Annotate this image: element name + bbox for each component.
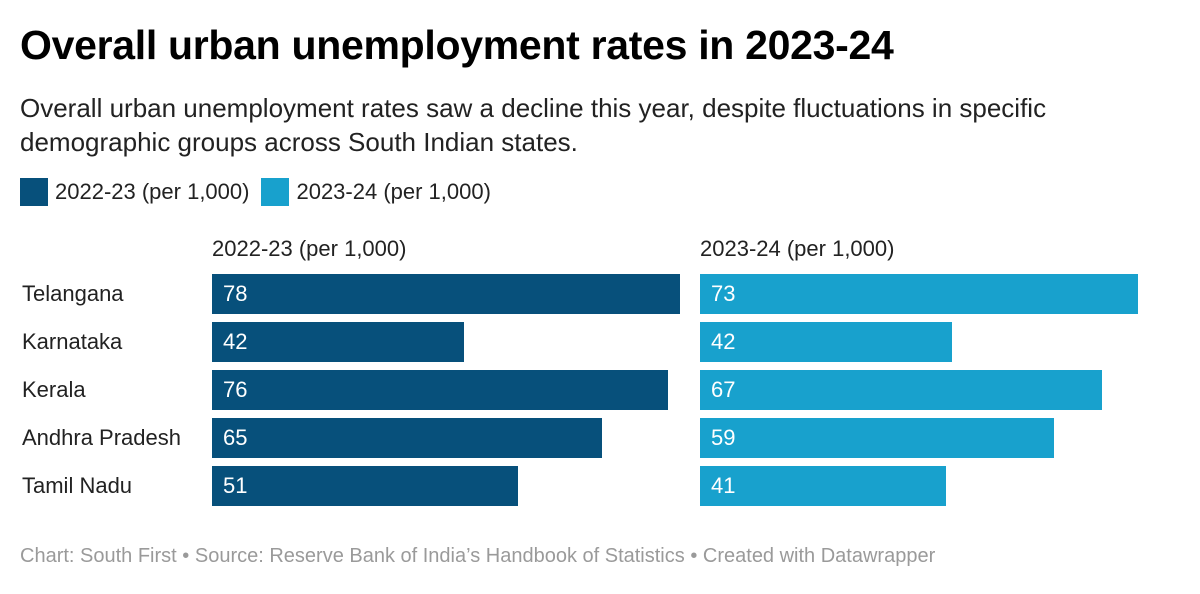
bar <box>700 274 1138 314</box>
bar-value-label: 42 <box>223 329 248 354</box>
bar <box>700 370 1102 410</box>
bar-value-label: 65 <box>223 425 248 450</box>
bar <box>212 418 602 458</box>
chart-subtitle: Overall urban unemployment rates saw a d… <box>20 93 1047 157</box>
bar-value-label: 67 <box>711 377 736 402</box>
bar <box>212 370 668 410</box>
category-label: Tamil Nadu <box>22 473 133 498</box>
bar-value-label: 78 <box>223 281 248 306</box>
category-label: Telangana <box>22 281 124 306</box>
legend: 2022-23 (per 1,000) 2023-24 (per 1,000) <box>20 178 503 206</box>
bar-value-label: 59 <box>711 425 736 450</box>
chart-title: Overall urban unemployment rates in 2023… <box>20 22 894 68</box>
legend-label-2022-23: 2022-23 (per 1,000) <box>55 179 250 204</box>
bar <box>212 466 518 506</box>
legend-item-2022-23: 2022-23 (per 1,000) <box>20 178 249 206</box>
legend-item-2023-24: 2023-24 (per 1,000) <box>261 178 491 206</box>
category-label: Kerala <box>22 377 86 402</box>
bar <box>212 274 680 314</box>
legend-swatch-2022-23 <box>20 178 48 206</box>
bar <box>700 418 1054 458</box>
column-header-2022-23: 2022-23 (per 1,000) <box>212 236 407 261</box>
footer-source: Source: Reserve Bank of India’s Handbook… <box>194 545 685 567</box>
bar-value-label: 73 <box>711 281 736 306</box>
chart-footer: Chart: South First • Source: Reserve Ban… <box>20 545 935 568</box>
legend-label-2023-24: 2023-24 (per 1,000) <box>296 179 491 204</box>
footer-separator: • <box>690 545 698 567</box>
bar-value-label: 76 <box>223 377 248 402</box>
bar-value-label: 41 <box>711 473 736 498</box>
legend-swatch-2023-24 <box>261 178 290 206</box>
footer-separator: • <box>182 545 190 567</box>
bar-value-label: 51 <box>223 473 248 498</box>
category-label: Andhra Pradesh <box>22 425 181 450</box>
footer-created-with: Created with Datawrapper <box>702 545 936 567</box>
column-header-2023-24: 2023-24 (per 1,000) <box>700 236 895 261</box>
category-label: Karnataka <box>22 329 123 354</box>
bar-value-label: 42 <box>711 329 736 354</box>
footer-chart-credit: Chart: South First <box>20 545 177 567</box>
bar <box>700 466 946 506</box>
bar <box>700 322 952 362</box>
bar <box>212 322 464 362</box>
